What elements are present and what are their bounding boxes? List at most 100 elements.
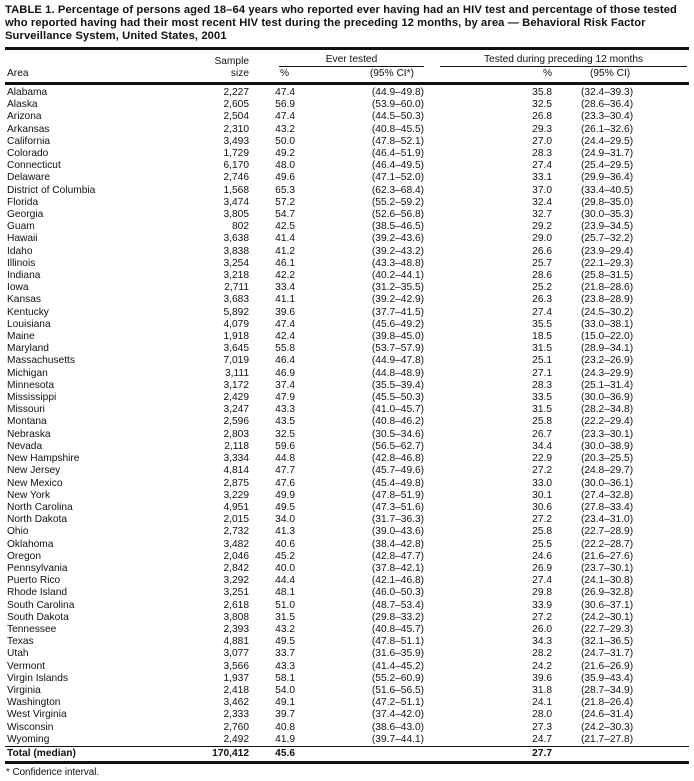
tested-12mo-pct-cell: 26.8 bbox=[532, 111, 552, 123]
ever-tested-pct-cell: 41.9 bbox=[275, 733, 295, 745]
ever-tested-pct-cell: 41.2 bbox=[275, 245, 295, 257]
tested-12mo-ci-cell: (26.1–32.6) bbox=[581, 123, 634, 135]
sample-size-cell: 3,645 bbox=[223, 343, 250, 355]
col-header-sample-line2: size bbox=[230, 68, 249, 79]
sample-size-cell: 2,842 bbox=[223, 562, 250, 574]
hiv-testing-table: Sample Ever tested Tested during precedi… bbox=[5, 50, 690, 764]
tested-12mo-ci-cell: (24.2–30.3) bbox=[581, 721, 634, 733]
tested-12mo-ci-cell: (22.7–29.3) bbox=[581, 623, 634, 635]
sample-size-cell: 3,077 bbox=[223, 648, 250, 660]
area-cell: Connecticut bbox=[7, 160, 61, 172]
ever-tested-ci-cell: (46.0–50.3) bbox=[371, 587, 424, 599]
tested-12mo-pct-cell: 27.0 bbox=[532, 135, 552, 147]
sample-size-cell: 3,566 bbox=[223, 660, 250, 672]
area-cell: New York bbox=[7, 489, 51, 501]
sample-size-cell: 2,393 bbox=[223, 623, 250, 635]
tested-12mo-ci-cell: (22.2–28.7) bbox=[581, 538, 634, 550]
ever-tested-ci-cell: (44.9–49.8) bbox=[371, 87, 424, 98]
table-row: Kentucky 5,892 39.6 (37.7–41.5) 27.4 (24.5–30… bbox=[5, 307, 689, 319]
ever-tested-pct-cell: 41.3 bbox=[275, 526, 295, 538]
sample-size-cell: 3,482 bbox=[223, 538, 250, 550]
area-cell: Utah bbox=[7, 648, 29, 660]
tested-12mo-pct-cell: 33.0 bbox=[532, 477, 552, 489]
total-tested-12mo-ci-cell bbox=[556, 745, 690, 764]
tested-12mo-ci-cell: (30.0–35.3) bbox=[581, 209, 634, 221]
col-group-ever-tested-label: Ever tested bbox=[325, 54, 378, 65]
tested-12mo-ci-cell: (21.6–27.6) bbox=[581, 550, 634, 562]
ever-tested-ci-cell: (42.8–47.7) bbox=[371, 550, 424, 562]
area-cell: Indiana bbox=[7, 270, 41, 282]
area-cell: Kansas bbox=[7, 294, 41, 306]
table-header: Sample Ever tested Tested during precedi… bbox=[5, 50, 690, 84]
ever-tested-ci-cell: (53.7–57.9) bbox=[371, 343, 424, 355]
col-header-ever-ci: (95% CI*) bbox=[369, 68, 414, 79]
ever-tested-pct-cell: 42.2 bbox=[275, 270, 295, 282]
tested-12mo-pct-cell: 24.7 bbox=[532, 733, 552, 745]
tested-12mo-ci-cell: (25.7–32.2) bbox=[581, 233, 634, 245]
ever-tested-ci-cell: (45.4–49.8) bbox=[371, 477, 424, 489]
table-row: Vermont 3,566 43.3 (41.4–45.2) 24.2 (21.6–26.… bbox=[5, 661, 689, 673]
table-row: Wyoming 2,492 41.9 (39.7–44.1) 24.7 (21.7–27.… bbox=[5, 734, 689, 747]
sample-size-cell: 2,732 bbox=[223, 526, 250, 538]
sample-size-cell: 3,251 bbox=[223, 587, 250, 599]
table-row: Missouri 3,247 43.3 (41.0–45.7) 31.5 (28.2–34… bbox=[5, 404, 689, 416]
area-cell: Wyoming bbox=[7, 733, 50, 745]
ever-tested-pct-cell: 31.5 bbox=[275, 611, 295, 623]
ever-tested-ci-cell: (43.3–48.8) bbox=[371, 257, 424, 269]
sample-size-cell: 2,618 bbox=[223, 599, 250, 611]
tested-12mo-ci-cell: (23.9–34.5) bbox=[581, 221, 634, 233]
tested-12mo-pct-cell: 28.3 bbox=[532, 379, 552, 391]
area-cell: Minnesota bbox=[7, 379, 55, 391]
ever-tested-ci-cell: (38.5–46.5) bbox=[371, 221, 424, 233]
table-row: Virgin Islands 1,937 58.1 (55.2–60.9) 39.6 (3… bbox=[5, 673, 689, 685]
sample-size-cell: 3,218 bbox=[223, 270, 250, 282]
ever-tested-pct-cell: 46.1 bbox=[275, 257, 295, 269]
area-cell: New Jersey bbox=[7, 465, 61, 477]
ever-tested-pct-cell: 46.4 bbox=[275, 355, 295, 367]
ever-tested-pct-cell: 47.7 bbox=[275, 465, 295, 477]
tested-12mo-pct-cell: 26.0 bbox=[532, 623, 552, 635]
ever-tested-pct-cell: 47.4 bbox=[275, 87, 295, 98]
table-row: West Virginia 2,333 39.7 (37.4–42.0) 28.0 (24… bbox=[5, 709, 689, 721]
table-row: Hawaii 3,638 41.4 (39.2–43.6) 29.0 (25.7–32.2… bbox=[5, 233, 689, 245]
sample-size-cell: 4,881 bbox=[223, 636, 250, 648]
ever-tested-pct-cell: 44.8 bbox=[275, 453, 295, 465]
tested-12mo-pct-cell: 26.3 bbox=[532, 294, 552, 306]
total-ever-tested-ci-cell bbox=[303, 745, 428, 764]
tested-12mo-pct-cell: 27.4 bbox=[532, 306, 552, 318]
ever-tested-ci-cell: (42.8–46.8) bbox=[371, 453, 424, 465]
ever-tested-pct-cell: 57.2 bbox=[275, 196, 295, 208]
tested-12mo-pct-cell: 26.7 bbox=[532, 428, 552, 440]
sample-size-cell: 2,046 bbox=[223, 550, 250, 562]
tested-12mo-ci-cell: (30.0–38.9) bbox=[581, 440, 634, 452]
area-cell: Mississippi bbox=[7, 392, 57, 404]
ever-tested-ci-cell: (39.0–43.6) bbox=[371, 526, 424, 538]
col-header-ever-pct: % bbox=[279, 68, 289, 79]
header-spacer bbox=[5, 50, 193, 67]
header-spanner-row: Sample Ever tested Tested during precedi… bbox=[5, 50, 689, 67]
sample-size-cell: 2,310 bbox=[223, 123, 250, 135]
sample-size-cell: 3,838 bbox=[223, 245, 250, 257]
tested-12mo-ci-cell: (30.6–37.1) bbox=[581, 599, 634, 611]
area-cell: Washington bbox=[7, 697, 61, 709]
ever-tested-ci-cell: (39.8–45.0) bbox=[371, 331, 424, 343]
ever-tested-pct-cell: 50.0 bbox=[275, 135, 295, 147]
sample-size-cell: 4,814 bbox=[223, 465, 250, 477]
col-header-sample-line1: Sample bbox=[214, 56, 249, 67]
tested-12mo-pct-cell: 33.9 bbox=[532, 599, 552, 611]
area-cell: Oregon bbox=[7, 550, 41, 562]
area-cell: Maryland bbox=[7, 343, 49, 355]
table-row: Oklahoma 3,482 40.6 (38.4–42.8) 25.5 (22.2–28… bbox=[5, 539, 689, 551]
ever-tested-ci-cell: (56.5–62.7) bbox=[371, 440, 424, 452]
sample-size-cell: 802 bbox=[232, 221, 249, 233]
table-row: Nebraska 2,803 32.5 (30.5–34.6) 26.7 (23.3–30… bbox=[5, 429, 689, 441]
tested-12mo-ci-cell: (23.2–26.9) bbox=[581, 355, 634, 367]
tested-12mo-pct-cell: 29.3 bbox=[532, 123, 552, 135]
ever-tested-ci-cell: (40.8–46.2) bbox=[371, 416, 424, 428]
ever-tested-ci-cell: (44.8–48.9) bbox=[371, 367, 424, 379]
area-cell: Montana bbox=[7, 416, 47, 428]
area-cell: Ohio bbox=[7, 526, 29, 538]
ever-tested-pct-cell: 44.4 bbox=[275, 575, 295, 587]
tested-12mo-pct-cell: 25.8 bbox=[532, 416, 552, 428]
